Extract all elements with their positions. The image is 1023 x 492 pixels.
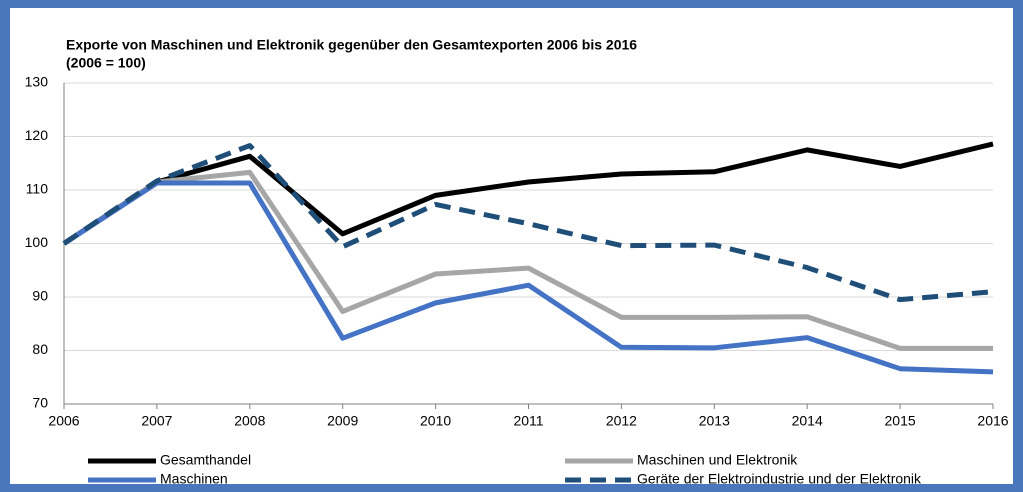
- x-tick-label: 2015: [885, 413, 916, 429]
- x-tick-label: 2008: [234, 413, 265, 429]
- y-tick-label: 70: [32, 395, 48, 411]
- chart-title: Exporte von Maschinen und Elektronik geg…: [66, 37, 637, 53]
- y-tick-label: 130: [25, 74, 49, 90]
- series-line: [62, 180, 994, 375]
- x-tick-label: 2009: [327, 413, 358, 429]
- y-tick-label: 80: [32, 341, 48, 357]
- x-tick-label: 2011: [513, 413, 543, 429]
- x-tick-label: 2006: [48, 413, 79, 429]
- y-tick-label: 110: [26, 181, 49, 197]
- series-line: [62, 141, 994, 246]
- legend-label: Geräte der Elektroindustrie und der Elek…: [637, 471, 922, 487]
- y-tick-label: 100: [25, 234, 49, 250]
- legend-label: Maschinen: [160, 471, 228, 487]
- x-tick-label: 2013: [699, 413, 730, 429]
- y-tick-label: 90: [32, 288, 48, 304]
- legend-label: Gesamthandel: [160, 452, 251, 468]
- series-line: [62, 143, 994, 303]
- x-tick-label: 2014: [792, 413, 823, 429]
- legend-label: Maschinen und Elektronik: [637, 452, 798, 468]
- x-tick-label: 2012: [606, 413, 637, 429]
- chart-subtitle: (2006 = 100): [66, 55, 146, 71]
- x-tick-label: 2016: [977, 413, 1008, 429]
- x-tick-label: 2010: [420, 413, 451, 429]
- series-line: [62, 169, 993, 351]
- chart-background: [10, 8, 1013, 484]
- x-tick-label: 2007: [141, 413, 172, 429]
- y-tick-label: 120: [25, 127, 49, 143]
